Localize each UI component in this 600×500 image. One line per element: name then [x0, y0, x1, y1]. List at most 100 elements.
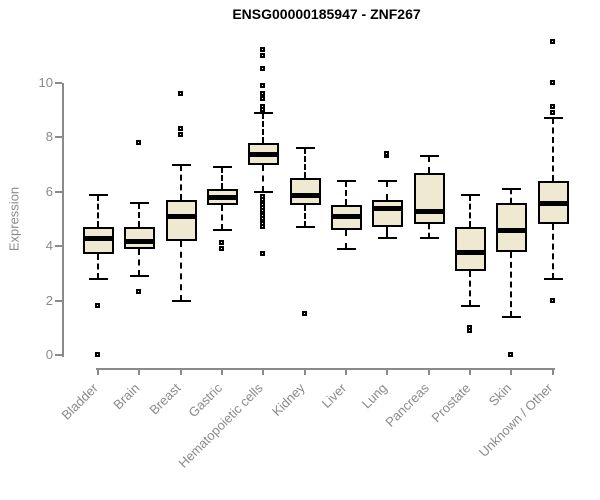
outlier-breast — [178, 91, 183, 96]
median-breast — [166, 214, 197, 219]
chart-title: ENSG00000185947 - ZNF267 — [232, 6, 421, 22]
lower-whisker-gastric — [221, 205, 223, 230]
outlier-brain — [136, 140, 141, 145]
x-axis-tick — [428, 368, 430, 375]
outlier-hematopoietic-cells — [260, 83, 265, 88]
x-axis-tick — [262, 368, 264, 375]
upper-whisker-cap-liver — [337, 180, 356, 182]
y-tick-label: 0 — [45, 347, 53, 362]
upper-whisker-cap-lung — [378, 180, 397, 182]
outlier-gastric — [219, 240, 224, 245]
outlier-unknown-other — [550, 39, 555, 44]
lower-whisker-skin — [510, 252, 512, 317]
x-category-label-bladder: Bladder — [58, 380, 101, 423]
lower-whisker-cap-pancreas — [420, 237, 439, 239]
x-axis-tick — [386, 368, 388, 375]
x-category-label-lung: Lung — [358, 380, 390, 412]
lower-whisker-breast — [180, 241, 182, 301]
lower-whisker-cap-prostate — [461, 305, 480, 307]
box-lung — [372, 200, 403, 227]
outlier-bladder — [95, 352, 100, 357]
x-axis-tick — [510, 368, 512, 375]
outlier-prostate — [467, 328, 472, 333]
y-tick-label: 6 — [45, 184, 53, 199]
median-prostate — [455, 250, 486, 255]
x-axis-tick — [304, 368, 306, 375]
x-category-label-unknown-other: Unknown / Other — [476, 380, 556, 460]
upper-whisker-bladder — [97, 195, 99, 227]
upper-whisker-cap-hematopoietic-cells — [254, 112, 273, 114]
x-category-label-breast: Breast — [146, 380, 184, 418]
lower-whisker-lung — [386, 227, 388, 238]
x-axis-tick — [552, 368, 554, 375]
x-axis-tick — [345, 368, 347, 375]
y-axis-line — [62, 83, 64, 357]
median-pancreas — [414, 209, 445, 214]
upper-whisker-liver — [345, 181, 347, 205]
box-prostate — [455, 227, 486, 271]
y-tick-label: 2 — [45, 293, 53, 308]
median-liver — [331, 214, 362, 219]
lower-whisker-brain — [138, 249, 140, 276]
outlier-brain — [136, 289, 141, 294]
lower-whisker-cap-bladder — [89, 278, 108, 280]
outlier-hematopoietic-cells — [260, 224, 265, 229]
upper-whisker-cap-kidney — [296, 147, 315, 149]
outlier-breast — [178, 132, 183, 137]
x-axis-tick — [469, 368, 471, 375]
y-axis-tick — [55, 136, 62, 138]
lower-whisker-cap-lung — [378, 237, 397, 239]
lower-whisker-cap-breast — [172, 300, 191, 302]
upper-whisker-kidney — [304, 148, 306, 178]
y-axis-tick — [55, 82, 62, 84]
y-tick-label: 4 — [45, 238, 53, 253]
median-bladder — [83, 236, 114, 241]
upper-whisker-cap-bladder — [89, 194, 108, 196]
box-brain — [124, 227, 155, 249]
upper-whisker-pancreas — [428, 156, 430, 173]
upper-whisker-cap-prostate — [461, 194, 480, 196]
outlier-hematopoietic-cells — [260, 53, 265, 58]
y-axis-tick — [55, 245, 62, 247]
outlier-unknown-other — [550, 298, 555, 303]
lower-whisker-unknown-other — [552, 224, 554, 279]
outlier-gastric — [219, 246, 224, 251]
outlier-breast — [178, 126, 183, 131]
upper-whisker-unknown-other — [552, 118, 554, 181]
lower-whisker-cap-hematopoietic-cells — [254, 191, 273, 193]
upper-whisker-gastric — [221, 167, 223, 189]
y-axis-tick — [55, 354, 62, 356]
outlier-hematopoietic-cells — [260, 251, 265, 256]
upper-whisker-skin — [510, 189, 512, 203]
x-axis-tick — [180, 368, 182, 375]
median-brain — [124, 239, 155, 244]
upper-whisker-breast — [180, 165, 182, 200]
upper-whisker-cap-gastric — [213, 166, 232, 168]
lower-whisker-prostate — [469, 271, 471, 306]
lower-whisker-cap-skin — [502, 316, 521, 318]
x-axis-tick — [138, 368, 140, 375]
median-unknown-other — [538, 201, 569, 206]
median-lung — [372, 206, 403, 211]
outlier-hematopoietic-cells — [260, 47, 265, 52]
outlier-unknown-other — [550, 110, 555, 115]
x-category-label-liver: Liver — [318, 380, 349, 411]
x-axis-line — [96, 368, 555, 370]
upper-whisker-cap-pancreas — [420, 155, 439, 157]
upper-whisker-prostate — [469, 195, 471, 227]
x-category-label-kidney: Kidney — [269, 380, 308, 420]
outlier-skin — [508, 352, 513, 357]
lower-whisker-cap-liver — [337, 248, 356, 250]
upper-whisker-cap-unknown-other — [544, 117, 563, 119]
outlier-hematopoietic-cells — [260, 107, 265, 112]
outlier-bladder — [95, 303, 100, 308]
lower-whisker-hematopoietic-cells — [262, 165, 264, 192]
box-kidney — [290, 178, 321, 205]
x-category-label-gastric: Gastric — [185, 380, 225, 421]
outlier-unknown-other — [550, 80, 555, 85]
median-hematopoietic-cells — [248, 152, 279, 157]
upper-whisker-cap-skin — [502, 188, 521, 190]
upper-whisker-lung — [386, 181, 388, 200]
outlier-lung — [384, 151, 389, 156]
